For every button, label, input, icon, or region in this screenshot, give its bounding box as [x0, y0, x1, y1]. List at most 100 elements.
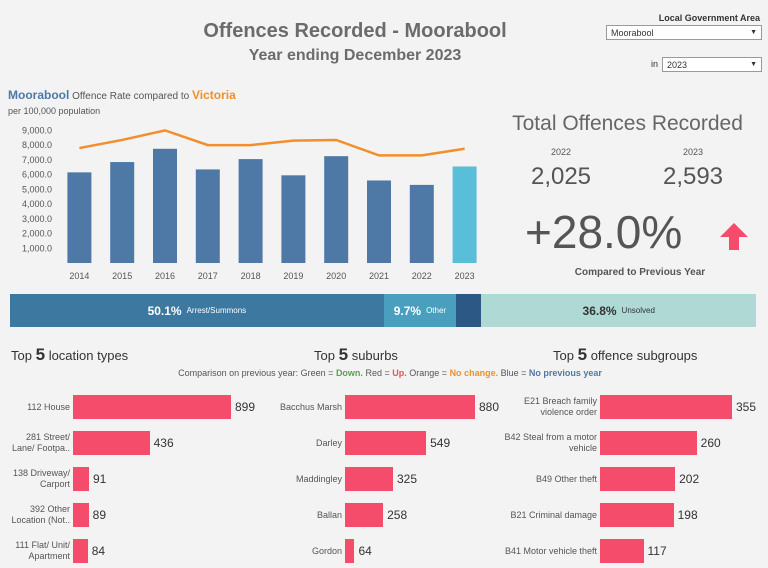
subgroup-row: B49 Other theft 202 [500, 467, 699, 491]
chart-bar [324, 156, 349, 263]
rate-chart-subtitle: per 100,000 population [8, 106, 101, 116]
suburb-bar [345, 431, 427, 455]
x-tick-label: 2021 [369, 271, 389, 281]
suburb-row: Bacchus Marsh 880 [262, 395, 499, 419]
subgroup-bar [600, 503, 674, 527]
suburb-label: Ballan [316, 509, 342, 520]
dashboard-title: Offences Recorded - Moorabool [203, 20, 507, 42]
chart-bar [67, 172, 92, 263]
suburb-value: 880 [479, 400, 500, 414]
subgroup-row: B42 Steal from a motor vehicle 260 [500, 431, 721, 455]
y-tick-label: 7,000.0 [22, 155, 52, 165]
location-label: 138 Driveway/ Carport [12, 468, 70, 489]
location-bar [73, 395, 231, 419]
y-tick-label: 3,000.0 [22, 214, 52, 224]
prev-year-total: 2,025 [530, 163, 592, 190]
dashboard-subtitle: Year ending December 2023 [248, 47, 462, 64]
location-row: 111 Flat/ Unit/ Apartment 84 [2, 539, 105, 563]
suburb-row: Gordon 64 [262, 539, 372, 563]
location-row: 112 House 899 [2, 395, 255, 419]
subgroup-bar [600, 539, 644, 563]
subgroup-bar [600, 467, 676, 491]
year-filter-label: in [651, 59, 659, 69]
subgroup-row: E21 Breach family violence order 355 [500, 395, 756, 419]
location-bar [73, 539, 88, 563]
subgroup-label: B42 Steal from a motor vehicle [504, 432, 597, 453]
location-label: 112 House [27, 401, 70, 412]
subgroup-value: 202 [679, 472, 700, 486]
chart-bar [367, 180, 391, 263]
compared-label: Compared to Previous Year [574, 267, 706, 278]
subgroup-label: E21 Breach family violence order [523, 396, 597, 417]
outcome-segment [456, 294, 482, 327]
chevron-down-icon: ▼ [750, 29, 757, 36]
y-tick-label: 2,000.0 [22, 229, 52, 239]
subgroup-value: 198 [677, 508, 698, 522]
subgroup-row: B41 Motor vehicle theft 117 [500, 539, 667, 563]
comparison-legend: Comparison on previous year: Green = Dow… [178, 368, 602, 378]
suburb-label: Darley [315, 437, 342, 448]
outcome-label: Unsolved [621, 306, 655, 315]
location-value: 91 [92, 472, 107, 486]
location-bar [73, 467, 89, 491]
location-value: 89 [92, 508, 106, 522]
chart-bar [110, 162, 135, 263]
suburb-value: 549 [430, 436, 451, 450]
suburb-label: Bacchus Marsh [279, 401, 342, 412]
rate-state-name: Victoria [192, 88, 236, 102]
location-value: 84 [91, 544, 106, 558]
x-tick-label: 2020 [326, 271, 346, 281]
suburb-bar [345, 503, 384, 527]
subgroup-value: 117 [647, 544, 667, 558]
chart-bar [452, 166, 477, 263]
y-tick-label: 9,000.0 [22, 125, 52, 135]
outcome-percent: 36.8% [582, 303, 617, 318]
prev-year-label: 2022 [550, 147, 572, 157]
x-tick-label: 2018 [241, 271, 261, 281]
suburb-value: 64 [358, 544, 372, 558]
suburb-label: Gordon [311, 545, 342, 556]
chart-bar [409, 184, 434, 263]
outcome-segment: 36.8% Unsolved [481, 294, 756, 327]
lga-dropdown-value: Moorabool [611, 27, 654, 38]
top-locations-title: Top 5 location types [11, 345, 129, 364]
suburb-row: Maddingley 325 [262, 467, 417, 491]
location-label: 111 Flat/ Unit/ Apartment [15, 540, 70, 561]
offence-rate-chart: 1,000.0 2,000.0 3,000.0 4,000.0 5,000.0 6,000… [22, 125, 477, 281]
subgroup-row: B21 Criminal damage 198 [500, 503, 698, 527]
suburb-bar [345, 539, 355, 563]
outcome-bar: 50.1% Arrest/Summons 9.7% Other 36.8% Unsolve… [10, 294, 756, 327]
outcome-percent: 9.7% [393, 303, 422, 318]
suburb-row: Darley 549 [262, 431, 450, 455]
location-bar [73, 503, 89, 527]
subgroup-label: B21 Criminal damage [510, 509, 597, 520]
subgroup-value: 355 [736, 400, 757, 414]
x-tick-label: 2022 [412, 271, 432, 281]
chart-bar [281, 175, 306, 263]
suburb-row: Ballan 258 [262, 503, 407, 527]
location-label: 281 Street/ Lane/ Footpa.. [11, 432, 70, 453]
x-tick-label: 2019 [283, 271, 303, 281]
chart-bar [153, 148, 177, 263]
x-tick-label: 2023 [455, 271, 475, 281]
rate-chart-title: Moorabool Offence Rate compared to Victo… [8, 88, 236, 102]
subgroup-value: 260 [700, 436, 721, 450]
y-tick-label: 4,000.0 [22, 199, 52, 209]
percent-change: +28.0% [525, 206, 683, 258]
location-row: 281 Street/ Lane/ Footpa.. 436 [2, 431, 174, 455]
lga-dropdown[interactable]: Moorabool ▼ [606, 25, 762, 40]
year-dropdown[interactable]: 2023 ▼ [662, 57, 762, 72]
rate-area-name: Moorabool [8, 88, 70, 102]
y-tick-label: 8,000.0 [22, 140, 52, 150]
y-tick-label: 5,000.0 [22, 184, 52, 194]
x-tick-label: 2015 [112, 271, 132, 281]
subgroup-label: B41 Motor vehicle theft [504, 545, 597, 556]
total-offences-title: Total Offences Recorded [512, 112, 743, 135]
outcome-label: Arrest/Summons [186, 306, 247, 315]
curr-year-total: 2,593 [662, 163, 724, 190]
location-value: 436 [153, 436, 174, 450]
outcome-segment: 50.1% Arrest/Summons [10, 294, 384, 327]
location-row: 138 Driveway/ Carport 91 [2, 467, 106, 491]
location-label: 392 Other Location (Not.. [11, 504, 70, 525]
suburb-value: 258 [387, 508, 408, 522]
